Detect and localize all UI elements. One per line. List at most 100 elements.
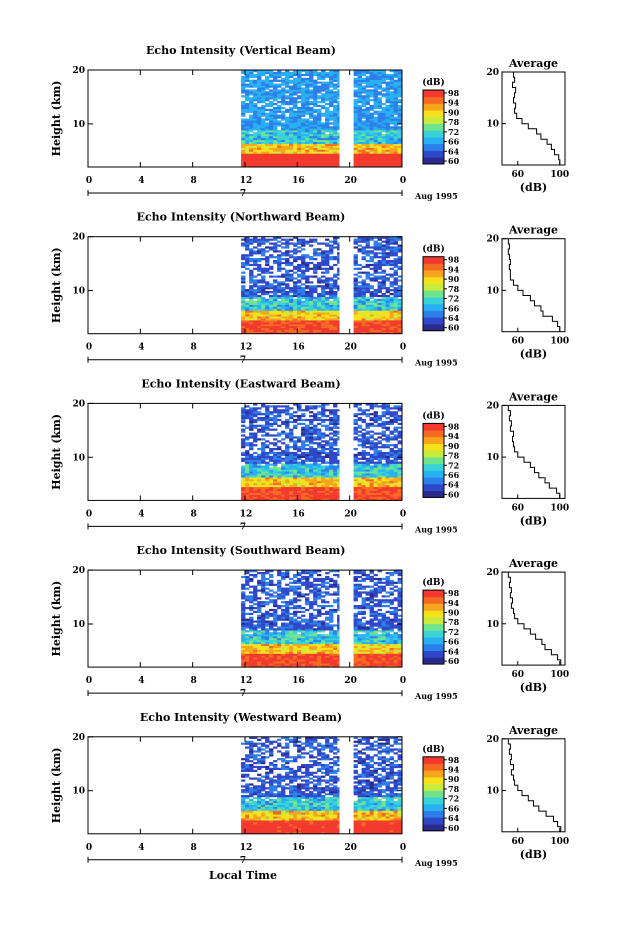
heatmap-cell (245, 161, 250, 164)
heatmap-cell (281, 147, 286, 150)
heatmap-cell (325, 134, 330, 137)
heatmap-cell (249, 459, 254, 462)
heatmap-cell (317, 479, 322, 482)
heatmap-cell (289, 106, 294, 110)
heatmap-cell (285, 151, 290, 154)
heatmap-cell (317, 285, 322, 288)
heatmap-cell (281, 430, 286, 433)
heatmap-cell (293, 479, 298, 482)
heatmap-cell (265, 415, 270, 418)
heatmap-cell (373, 498, 378, 501)
heatmap-cell (281, 442, 286, 445)
heatmap-cell (305, 126, 310, 129)
heatmap-cell (313, 298, 318, 301)
heatmap-cell (365, 424, 370, 427)
heatmap-cell (397, 461, 402, 464)
heatmap-cell (377, 238, 382, 241)
heatmap-cell (329, 289, 334, 292)
heatmap-cell (325, 149, 330, 152)
heatmap-cell (245, 498, 250, 501)
heatmap-cell (329, 494, 334, 497)
heatmap-cell (393, 415, 398, 418)
heatmap-cell (293, 120, 298, 123)
heatmap-cell (385, 455, 390, 458)
heatmap-cell (385, 325, 390, 329)
heatmap-cell (389, 110, 394, 113)
heatmap-cell (261, 134, 266, 137)
heatmap-cell (313, 481, 318, 484)
heatmap-cell (289, 467, 294, 470)
heatmap-cell (285, 322, 290, 325)
heatmap-cell (281, 488, 286, 491)
heatmap-cell (309, 490, 314, 493)
heatmap-cell (385, 451, 390, 455)
heatmap-cell (381, 93, 386, 96)
heatmap-cell (305, 97, 310, 100)
heatmap-cell (385, 413, 390, 416)
heatmap-cell (353, 436, 358, 439)
heatmap-cell (257, 141, 262, 144)
heatmap-cell (313, 318, 318, 321)
heatmap-cell (249, 122, 254, 125)
heatmap-cell (381, 75, 386, 78)
colorbar-swatch (423, 430, 444, 438)
heatmap-cell (389, 479, 394, 482)
heatmap-cell (385, 118, 390, 121)
heatmap-cell (269, 488, 274, 491)
heatmap-cell (381, 494, 386, 497)
heatmap-cell (305, 159, 310, 162)
heatmap-cell (369, 482, 374, 486)
heatmap-cell (369, 93, 374, 96)
heatmap-cell (381, 159, 386, 162)
heatmap-cell (265, 240, 270, 243)
heatmap-cell (245, 149, 250, 152)
heatmap-cell (321, 492, 326, 495)
heatmap-cell (309, 411, 314, 414)
heatmap-cell (261, 457, 266, 460)
heatmap-cell (397, 126, 402, 129)
heatmap-cell (305, 263, 310, 267)
heatmap-cell (321, 147, 326, 150)
heatmap-cell (369, 122, 374, 125)
heatmap-cell (365, 136, 370, 139)
heatmap-cell (381, 271, 386, 274)
heatmap-cell (281, 312, 286, 315)
y-axis-label: Height (km) (50, 414, 63, 490)
y-tick-label: 10 (72, 287, 85, 297)
heatmap-cell (289, 304, 294, 307)
heatmap-cell (269, 310, 274, 313)
heatmap-cell (361, 145, 366, 148)
heatmap-cell (273, 149, 278, 152)
heatmap-cell (241, 118, 246, 121)
heatmap-cell (285, 661, 290, 664)
heatmap-cell (385, 490, 390, 493)
heatmap-cell (365, 147, 370, 150)
heatmap-cell (261, 453, 266, 456)
colorbar-tick-label: 90 (448, 107, 460, 117)
heatmap-cell (301, 459, 306, 462)
heatmap-cell (289, 291, 294, 294)
heatmap-cell (301, 302, 306, 305)
heatmap-cell (277, 285, 282, 288)
heatmap-cell (261, 475, 266, 478)
heatmap-cell (393, 155, 398, 158)
heatmap-cell (277, 318, 282, 321)
heatmap-cell (309, 75, 314, 78)
heatmap-cell (277, 269, 282, 272)
heatmap-cell (305, 240, 310, 243)
heatmap-cell (249, 473, 254, 476)
heatmap-cell (329, 116, 334, 119)
heatmap-cell (365, 285, 370, 288)
heatmap-cell (333, 151, 338, 154)
heatmap-cell (361, 285, 366, 288)
heatmap-cell (245, 134, 250, 137)
heatmap-cell (333, 128, 338, 131)
heatmap-cell (301, 291, 306, 294)
heatmap-cell (357, 236, 362, 239)
heatmap-cell (389, 448, 394, 451)
heatmap-cell (337, 79, 340, 82)
heatmap-cell (249, 70, 254, 73)
heatmap-cell (397, 256, 402, 259)
heatmap-cell (317, 128, 322, 131)
heatmap-cell (365, 426, 370, 429)
